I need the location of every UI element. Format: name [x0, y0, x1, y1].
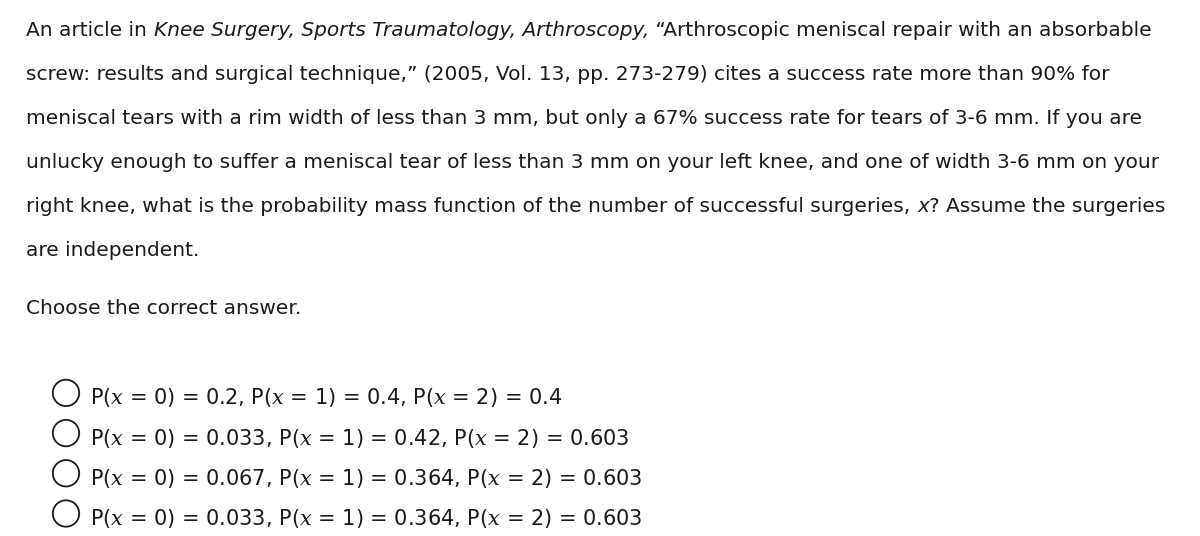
Text: are independent.: are independent. [26, 241, 199, 260]
Text: meniscal tears with a rim width of less than 3 mm, but only a 67% success rate f: meniscal tears with a rim width of less … [26, 109, 1142, 128]
Text: ? Assume the surgeries: ? Assume the surgeries [929, 197, 1165, 216]
Text: x: x [917, 197, 929, 216]
Text: P($x$ = 0) = 0.2, P($x$ = 1) = 0.4, P($x$ = 2) = 0.4: P($x$ = 0) = 0.2, P($x$ = 1) = 0.4, P($x… [90, 386, 563, 410]
Text: right knee, what is the probability mass function of the number of successful su: right knee, what is the probability mass… [26, 197, 917, 216]
Text: An article in: An article in [26, 21, 154, 40]
Text: screw: results and surgical technique,” (2005, Vol. 13, pp. 273-279) cites a suc: screw: results and surgical technique,” … [26, 65, 1110, 84]
Text: Choose the correct answer.: Choose the correct answer. [26, 299, 301, 317]
Text: P($x$ = 0) = 0.067, P($x$ = 1) = 0.364, P($x$ = 2) = 0.603: P($x$ = 0) = 0.067, P($x$ = 1) = 0.364, … [90, 467, 642, 490]
Text: “Arthroscopic meniscal repair with an absorbable: “Arthroscopic meniscal repair with an ab… [649, 21, 1152, 40]
Text: P($x$ = 0) = 0.033, P($x$ = 1) = 0.42, P($x$ = 2) = 0.603: P($x$ = 0) = 0.033, P($x$ = 1) = 0.42, P… [90, 427, 629, 450]
Text: P($x$ = 0) = 0.033, P($x$ = 1) = 0.364, P($x$ = 2) = 0.603: P($x$ = 0) = 0.033, P($x$ = 1) = 0.364, … [90, 507, 642, 530]
Text: Knee Surgery, Sports Traumatology, Arthroscopy,: Knee Surgery, Sports Traumatology, Arthr… [154, 21, 649, 40]
Text: unlucky enough to suffer a meniscal tear of less than 3 mm on your left knee, an: unlucky enough to suffer a meniscal tear… [26, 153, 1159, 172]
